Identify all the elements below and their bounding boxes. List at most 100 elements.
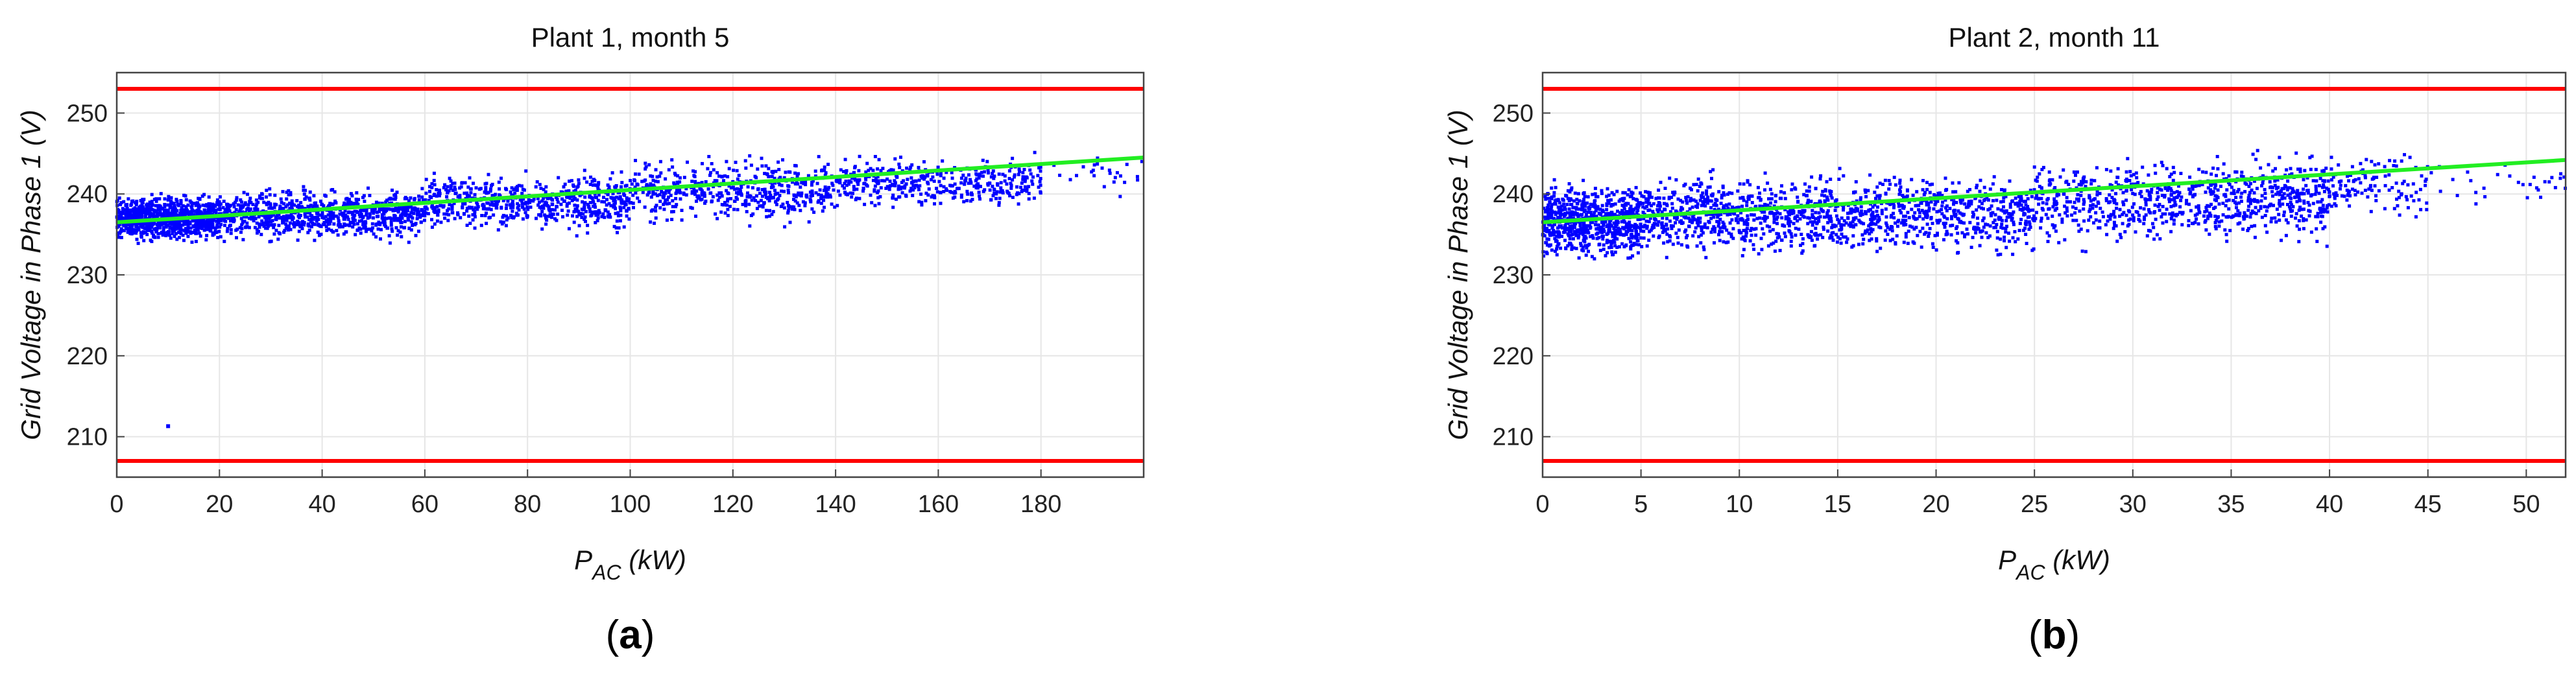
data-point <box>1761 210 1764 214</box>
data-point <box>189 211 193 215</box>
data-point <box>771 196 775 199</box>
data-point <box>285 217 288 220</box>
data-point <box>1562 215 1566 218</box>
data-point <box>1776 211 1779 215</box>
data-point <box>320 202 324 206</box>
data-point <box>1984 222 1988 226</box>
data-point <box>453 185 457 189</box>
data-point <box>838 193 842 197</box>
data-point <box>219 235 223 239</box>
data-point <box>142 209 146 213</box>
data-point <box>1746 223 1750 227</box>
data-point <box>1705 198 1709 202</box>
data-point <box>217 200 221 204</box>
data-point <box>876 167 880 171</box>
data-point <box>411 222 415 226</box>
data-point <box>969 199 972 203</box>
data-point <box>474 206 477 210</box>
data-point <box>336 223 340 227</box>
data-point <box>1663 229 1667 233</box>
data-point <box>832 188 836 192</box>
data-point <box>1691 198 1694 202</box>
data-point <box>1972 226 1976 229</box>
data-point <box>238 226 242 229</box>
data-point <box>211 202 215 206</box>
data-point <box>342 215 346 219</box>
data-point <box>804 180 808 183</box>
data-point <box>1772 241 1776 245</box>
data-point <box>415 217 419 220</box>
data-point <box>1644 197 1648 201</box>
data-point <box>889 184 893 188</box>
data-point <box>993 191 996 195</box>
data-point <box>329 217 333 220</box>
data-point <box>179 231 183 235</box>
data-point <box>1776 222 1779 226</box>
data-point <box>259 233 263 237</box>
data-point <box>1646 209 1650 212</box>
data-point <box>1816 233 1820 237</box>
data-point <box>1817 219 1821 223</box>
data-point <box>372 232 376 236</box>
data-point <box>782 206 786 210</box>
data-point <box>895 175 899 179</box>
data-point <box>499 220 503 224</box>
data-point <box>529 198 533 202</box>
data-point <box>1621 199 1625 203</box>
data-point <box>1604 220 1607 224</box>
data-point <box>1729 232 1733 236</box>
data-point <box>1628 213 1631 217</box>
data-point <box>1563 230 1567 234</box>
data-point <box>461 202 464 206</box>
data-point <box>950 184 954 188</box>
data-point <box>146 207 150 211</box>
data-point <box>398 219 402 223</box>
data-point <box>151 222 155 226</box>
data-point <box>449 184 453 188</box>
data-point <box>253 207 257 211</box>
data-point <box>116 207 119 211</box>
data-point <box>141 198 145 202</box>
data-point <box>1631 211 1635 215</box>
data-point <box>1831 231 1835 235</box>
data-point <box>136 217 139 220</box>
data-point <box>149 213 152 217</box>
data-point <box>1786 210 1790 214</box>
data-point <box>817 199 821 203</box>
data-point <box>1556 226 1559 230</box>
data-point <box>473 193 477 196</box>
data-point <box>744 204 748 207</box>
data-point <box>1556 211 1559 215</box>
data-point <box>653 180 657 183</box>
data-point <box>777 168 781 171</box>
data-point <box>238 209 242 212</box>
data-point <box>1621 191 1625 194</box>
data-point <box>254 217 258 220</box>
data-point <box>1561 226 1564 229</box>
data-point <box>319 224 322 228</box>
data-point <box>1542 226 1546 229</box>
data-point <box>616 231 619 235</box>
data-point <box>168 226 172 230</box>
data-point <box>1730 206 1734 209</box>
data-point <box>1622 245 1626 249</box>
data-point <box>754 194 758 198</box>
data-point <box>1840 226 1844 229</box>
data-point <box>235 236 238 240</box>
data-point <box>1772 214 1776 218</box>
data-point <box>190 204 194 207</box>
data-point <box>989 175 993 179</box>
data-point <box>1020 182 1024 185</box>
data-point <box>179 202 183 206</box>
data-point <box>1547 203 1550 207</box>
data-point <box>406 209 409 213</box>
data-point <box>1655 208 1659 211</box>
data-point <box>188 229 192 233</box>
data-point <box>614 184 618 187</box>
data-point <box>771 170 775 174</box>
data-point <box>158 213 162 217</box>
data-point <box>512 216 515 220</box>
data-point <box>893 181 897 185</box>
data-point <box>575 207 579 211</box>
data-point <box>1722 193 1726 197</box>
